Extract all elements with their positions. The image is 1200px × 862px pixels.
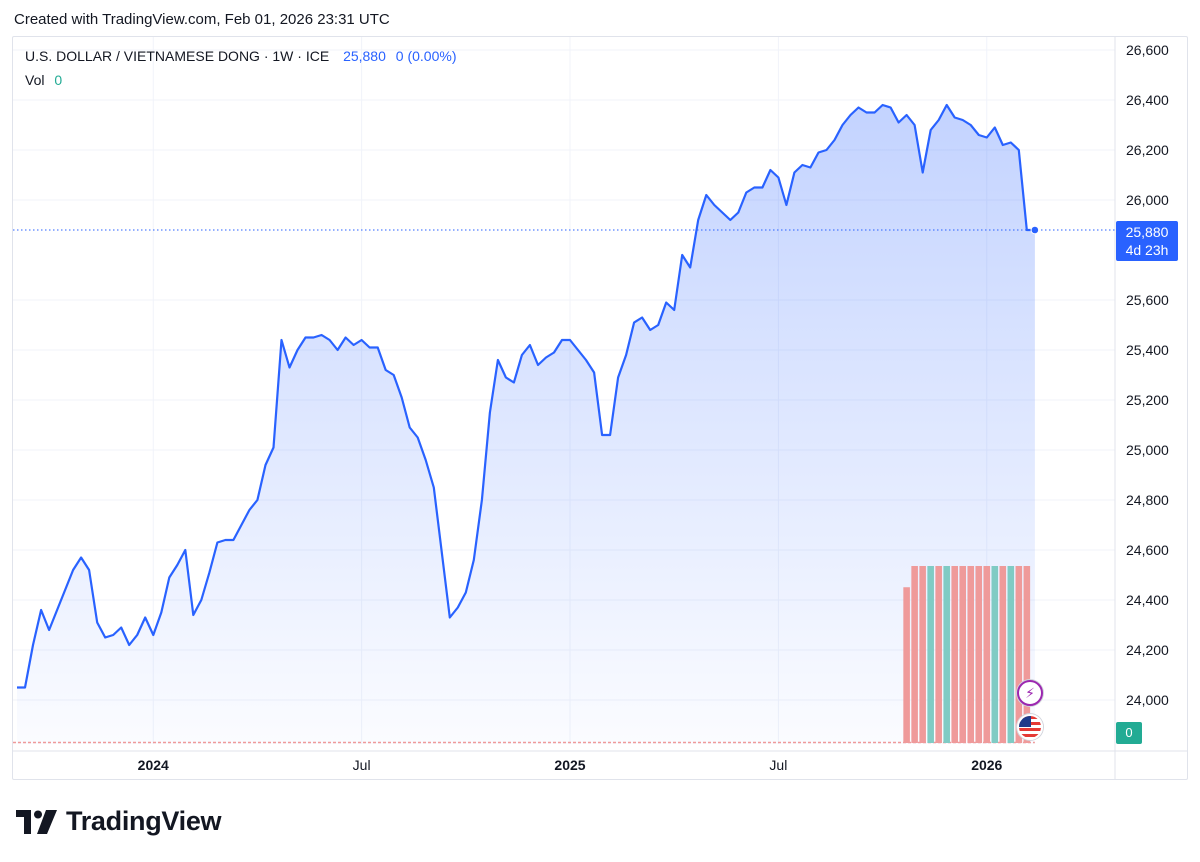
y-tick-label: 24,800 <box>1126 492 1169 508</box>
y-tick-label: 26,600 <box>1126 42 1169 58</box>
lightning-event-icon[interactable]: ⚡ <box>1017 680 1043 706</box>
volume-bar <box>959 566 967 743</box>
volume-bar <box>919 566 926 743</box>
volume-bar <box>951 566 958 743</box>
x-tick-label: Jul <box>769 757 787 773</box>
volume-bar <box>943 566 950 743</box>
x-tick-label: 2025 <box>554 757 585 773</box>
y-tick-label: 24,000 <box>1126 692 1169 708</box>
last-price-label: 25,880 4d 23h <box>1116 221 1178 261</box>
volume-bar <box>991 566 999 743</box>
chart-credit: Created with TradingView.com, Feb 01, 20… <box>14 11 390 28</box>
volume-bar <box>911 566 918 743</box>
y-tick-label: 24,600 <box>1126 542 1169 558</box>
x-tick-label: 2026 <box>971 757 1002 773</box>
y-tick-label: 25,600 <box>1126 292 1169 308</box>
y-tick-label: 26,400 <box>1126 92 1169 108</box>
tradingview-logo[interactable]: TradingView <box>16 806 222 837</box>
volume-bar <box>927 566 934 743</box>
y-tick-label: 26,200 <box>1126 142 1169 158</box>
chart-frame[interactable] <box>12 36 1188 780</box>
y-tick-label: 24,400 <box>1126 592 1169 608</box>
volume-bar <box>1023 566 1031 743</box>
volume-value: 0 <box>54 72 63 88</box>
y-tick-label: 25,400 <box>1126 342 1169 358</box>
y-tick-label: 25,200 <box>1126 392 1169 408</box>
chart-legend[interactable]: U.S. DOLLAR / VIETNAMESE DONG · 1W · ICE… <box>25 48 456 64</box>
volume-legend[interactable]: Vol 0 <box>25 72 62 88</box>
volume-bar <box>999 566 1007 743</box>
volume-bar <box>967 566 975 743</box>
x-tick-label: Jul <box>353 757 371 773</box>
volume-bar <box>1007 566 1015 743</box>
volume-axis-label: 0 <box>1116 722 1142 744</box>
y-tick-label: 26,000 <box>1126 192 1169 208</box>
volume-bar <box>935 566 942 743</box>
price-area-fill <box>17 105 1035 744</box>
y-tick-label: 25,000 <box>1126 442 1169 458</box>
volume-bar <box>1015 566 1023 743</box>
price-line <box>17 103 1035 689</box>
bar-countdown: 4d 23h <box>1125 242 1169 258</box>
y-tick-label: 24,200 <box>1126 642 1169 658</box>
volume-bar <box>983 566 991 743</box>
us-flag-event-icon[interactable] <box>1017 714 1043 740</box>
tradingview-wordmark: TradingView <box>66 806 222 836</box>
volume-bar <box>975 566 983 743</box>
last-price-value: 25,880 <box>1125 224 1169 240</box>
last-price-dot <box>1030 225 1040 235</box>
x-tick-label: 2024 <box>138 757 169 773</box>
volume-bar <box>903 587 910 743</box>
symbol-title[interactable]: U.S. DOLLAR / VIETNAMESE DONG · 1W · ICE <box>25 48 330 64</box>
tradingview-logo-icon <box>16 809 57 834</box>
volume-label: Vol <box>25 72 45 88</box>
legend-price: 25,880 <box>343 48 386 64</box>
legend-change: 0 (0.00%) <box>395 48 457 64</box>
